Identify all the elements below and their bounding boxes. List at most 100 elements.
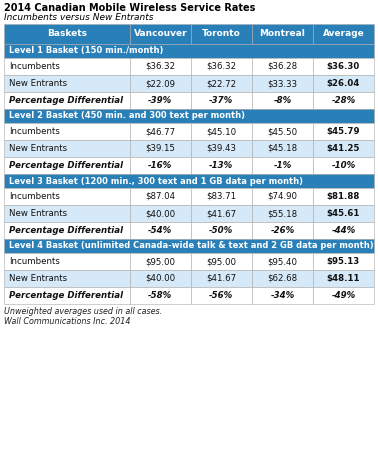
Text: $39.15: $39.15 [145,144,175,153]
Bar [191,253,252,270]
Text: $40.00: $40.00 [145,209,175,218]
Text: -28%: -28% [332,96,356,105]
Text: $48.11: $48.11 [327,274,360,283]
Text: -39%: -39% [148,96,172,105]
Bar [4,205,130,222]
Bar [191,75,252,92]
Bar [191,157,252,174]
Text: $41.67: $41.67 [206,209,236,218]
Text: $36.30: $36.30 [327,62,360,71]
Bar [4,174,374,188]
Text: -50%: -50% [209,226,234,235]
Text: Level 1 Basket (150 min./month): Level 1 Basket (150 min./month) [9,46,163,55]
Bar [130,287,191,304]
Text: Montreal: Montreal [259,30,305,39]
Bar [130,253,191,270]
Bar [313,24,374,44]
Bar [130,92,191,109]
Text: Average: Average [322,30,364,39]
Bar [252,58,313,75]
Bar [130,75,191,92]
Bar [313,123,374,140]
Text: $39.43: $39.43 [206,144,236,153]
Bar [191,287,252,304]
Bar [4,109,374,123]
Bar [252,222,313,239]
Bar [313,157,374,174]
Bar [4,75,130,92]
Text: $45.18: $45.18 [267,144,297,153]
Text: $95.00: $95.00 [206,257,236,266]
Bar [313,270,374,287]
Text: Incumbents: Incumbents [9,62,60,71]
Text: $45.61: $45.61 [327,209,360,218]
Bar [130,140,191,157]
Bar [252,188,313,205]
Text: Percentage Differential: Percentage Differential [9,226,123,235]
Text: $45.79: $45.79 [327,127,360,136]
Bar [4,287,130,304]
Text: $36.32: $36.32 [145,62,175,71]
Text: -49%: -49% [332,291,356,300]
Text: $41.25: $41.25 [327,144,360,153]
Bar [191,270,252,287]
Text: Percentage Differential: Percentage Differential [9,96,123,105]
Bar [252,253,313,270]
Text: -37%: -37% [209,96,234,105]
Bar [252,123,313,140]
Text: $45.10: $45.10 [206,127,236,136]
Text: $81.88: $81.88 [327,192,360,201]
Bar [191,123,252,140]
Bar [313,140,374,157]
Bar [252,157,313,174]
Text: -44%: -44% [332,226,356,235]
Bar [252,92,313,109]
Text: Incumbents: Incumbents [9,127,60,136]
Bar [252,24,313,44]
Text: $74.90: $74.90 [267,192,297,201]
Text: $45.50: $45.50 [267,127,297,136]
Bar [4,123,130,140]
Text: $33.33: $33.33 [267,79,297,88]
Bar [4,270,130,287]
Text: Incumbents: Incumbents [9,192,60,201]
Text: $95.40: $95.40 [267,257,297,266]
Text: Toronto: Toronto [202,30,241,39]
Text: $41.67: $41.67 [206,274,236,283]
Bar [252,75,313,92]
Bar [313,188,374,205]
Text: -1%: -1% [273,161,291,170]
Bar [4,24,130,44]
Bar [191,205,252,222]
Bar [130,24,191,44]
Bar [4,92,130,109]
Bar [130,270,191,287]
Bar [191,24,252,44]
Bar [313,58,374,75]
Bar [191,92,252,109]
Text: -58%: -58% [148,291,172,300]
Text: New Entrants: New Entrants [9,209,67,218]
Text: Level 4 Basket (unlimited Canada-wide talk & text and 2 GB data per month): Level 4 Basket (unlimited Canada-wide ta… [9,242,373,251]
Text: Incumbents versus New Entrants: Incumbents versus New Entrants [4,13,153,22]
Bar [4,239,374,253]
Bar [191,188,252,205]
Text: Wall Communications Inc. 2014: Wall Communications Inc. 2014 [4,317,130,326]
Bar [4,188,130,205]
Bar [191,222,252,239]
Bar [313,205,374,222]
Bar [313,222,374,239]
Text: Percentage Differential: Percentage Differential [9,161,123,170]
Text: $62.68: $62.68 [267,274,297,283]
Text: Incumbents: Incumbents [9,257,60,266]
Text: -56%: -56% [209,291,234,300]
Text: Level 3 Basket (1200 min., 300 text and 1 GB data per month): Level 3 Basket (1200 min., 300 text and … [9,176,303,185]
Text: $55.18: $55.18 [267,209,297,218]
Bar [252,205,313,222]
Text: -13%: -13% [209,161,234,170]
Text: -16%: -16% [148,161,172,170]
Text: New Entrants: New Entrants [9,274,67,283]
Bar [4,44,374,58]
Text: $95.13: $95.13 [327,257,360,266]
Text: New Entrants: New Entrants [9,144,67,153]
